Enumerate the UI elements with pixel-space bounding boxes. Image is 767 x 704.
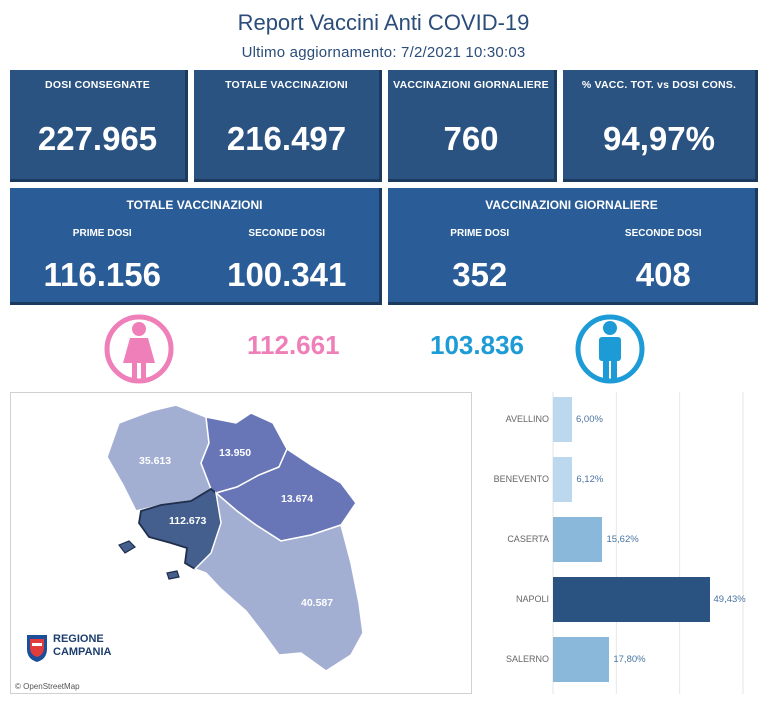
seconde-dosi-value: 100.341 <box>227 256 347 293</box>
bar-benevento[interactable] <box>553 457 573 502</box>
label-benevento: 13.950 <box>219 447 252 459</box>
prime-dosi-label: PRIME DOSI <box>450 228 510 239</box>
seconde-dosi-value: 408 <box>635 256 691 293</box>
kpi-label: DOSI CONSEGNATE <box>45 79 150 91</box>
label-caserta: 35.613 <box>139 455 172 467</box>
prime-dosi-value: 352 <box>452 256 508 293</box>
bar-avellino[interactable] <box>553 397 572 442</box>
bar-value-label: 6,12% <box>576 473 604 485</box>
kpi-label: TOTALE VACCINAZIONI <box>225 79 348 91</box>
campania-crest-icon <box>27 635 47 662</box>
bar-category-label: SALERNO <box>505 653 549 664</box>
kpi-dosi-consegnate: DOSI CONSEGNATE 227.965 <box>10 70 188 182</box>
map-shapes <box>106 404 364 672</box>
panel-totale-vaccinazioni: TOTALE VACCINAZIONI PRIME DOSI SECONDE D… <box>10 188 382 305</box>
male-count: 103.836 <box>430 330 524 360</box>
region-map[interactable]: 35.613 13.950 13.674 112.673 40.587 REGI… <box>10 392 472 694</box>
label-salerno: 40.587 <box>301 597 334 609</box>
kpi-label: % VACC. TOT. vs DOSI CONS. <box>581 79 737 91</box>
bar-category-label: BENEVENTO <box>493 473 549 484</box>
kpi-vaccinazioni-giornaliere: VACCINAZIONI GIORNALIERE 760 <box>388 70 557 182</box>
last-update: Ultimo aggiornamento: 7/2/2021 10:30:03 <box>241 44 526 61</box>
panel-title: VACCINAZIONI GIORNALIERE <box>485 198 658 212</box>
page-title: Report Vaccini Anti COVID-19 <box>237 10 530 35</box>
kpi-label: VACCINAZIONI GIORNALIERE <box>393 79 549 91</box>
kpi-percentuale: % VACC. TOT. vs DOSI CONS. 94,97% <box>563 70 758 182</box>
prime-dosi-value: 116.156 <box>43 256 161 293</box>
kpi-totale-vaccinazioni: TOTALE VACCINAZIONI 216.497 <box>194 70 382 182</box>
logo-line-1: REGIONE <box>53 633 104 645</box>
kpi-value: 94,97% <box>603 120 715 157</box>
label-napoli: 112.673 <box>169 515 207 527</box>
female-icon <box>104 314 174 384</box>
prime-dosi-label: PRIME DOSI <box>72 228 132 239</box>
female-count: 112.661 <box>247 330 340 360</box>
bar-salerno[interactable] <box>553 637 610 682</box>
kpi-value: 760 <box>443 120 499 157</box>
bar-category-label: CASERTA <box>507 533 549 544</box>
seconde-dosi-label: SECONDE DOSI <box>248 228 326 239</box>
bar-value-label: 49,43% <box>713 593 746 605</box>
male-icon <box>575 314 645 384</box>
panel-title: TOTALE VACCINAZIONI <box>126 198 263 212</box>
seconde-dosi-label: SECONDE DOSI <box>624 228 702 239</box>
island-capri <box>166 570 180 580</box>
regione-campania-logo: REGIONE CAMPANIA <box>25 631 125 667</box>
logo-line-2: CAMPANIA <box>53 646 112 658</box>
kpi-value: 216.497 <box>226 120 347 157</box>
kpi-value: 227.965 <box>37 120 158 157</box>
label-avellino: 13.674 <box>281 493 314 505</box>
province-salerno <box>193 491 364 672</box>
bar-category-label: NAPOLI <box>515 593 549 604</box>
bar-value-label: 15,62% <box>606 533 639 545</box>
bar-value-label: 17,80% <box>613 653 646 665</box>
bar-category-label: AVELLINO <box>505 413 549 424</box>
map-attribution[interactable]: © OpenStreetMap <box>15 682 80 691</box>
province-bar-chart: AVELLINO 6,00% BENEVENTO 6,12% CASERTA 15,62%… <box>483 392 746 694</box>
island-ischia <box>118 540 136 554</box>
bar-value-label: 6,00% <box>576 413 603 425</box>
panel-vaccinazioni-giornaliere: VACCINAZIONI GIORNALIERE PRIME DOSI SECO… <box>388 188 758 305</box>
bar-caserta[interactable] <box>553 517 603 562</box>
bar-napoli[interactable] <box>553 577 710 622</box>
